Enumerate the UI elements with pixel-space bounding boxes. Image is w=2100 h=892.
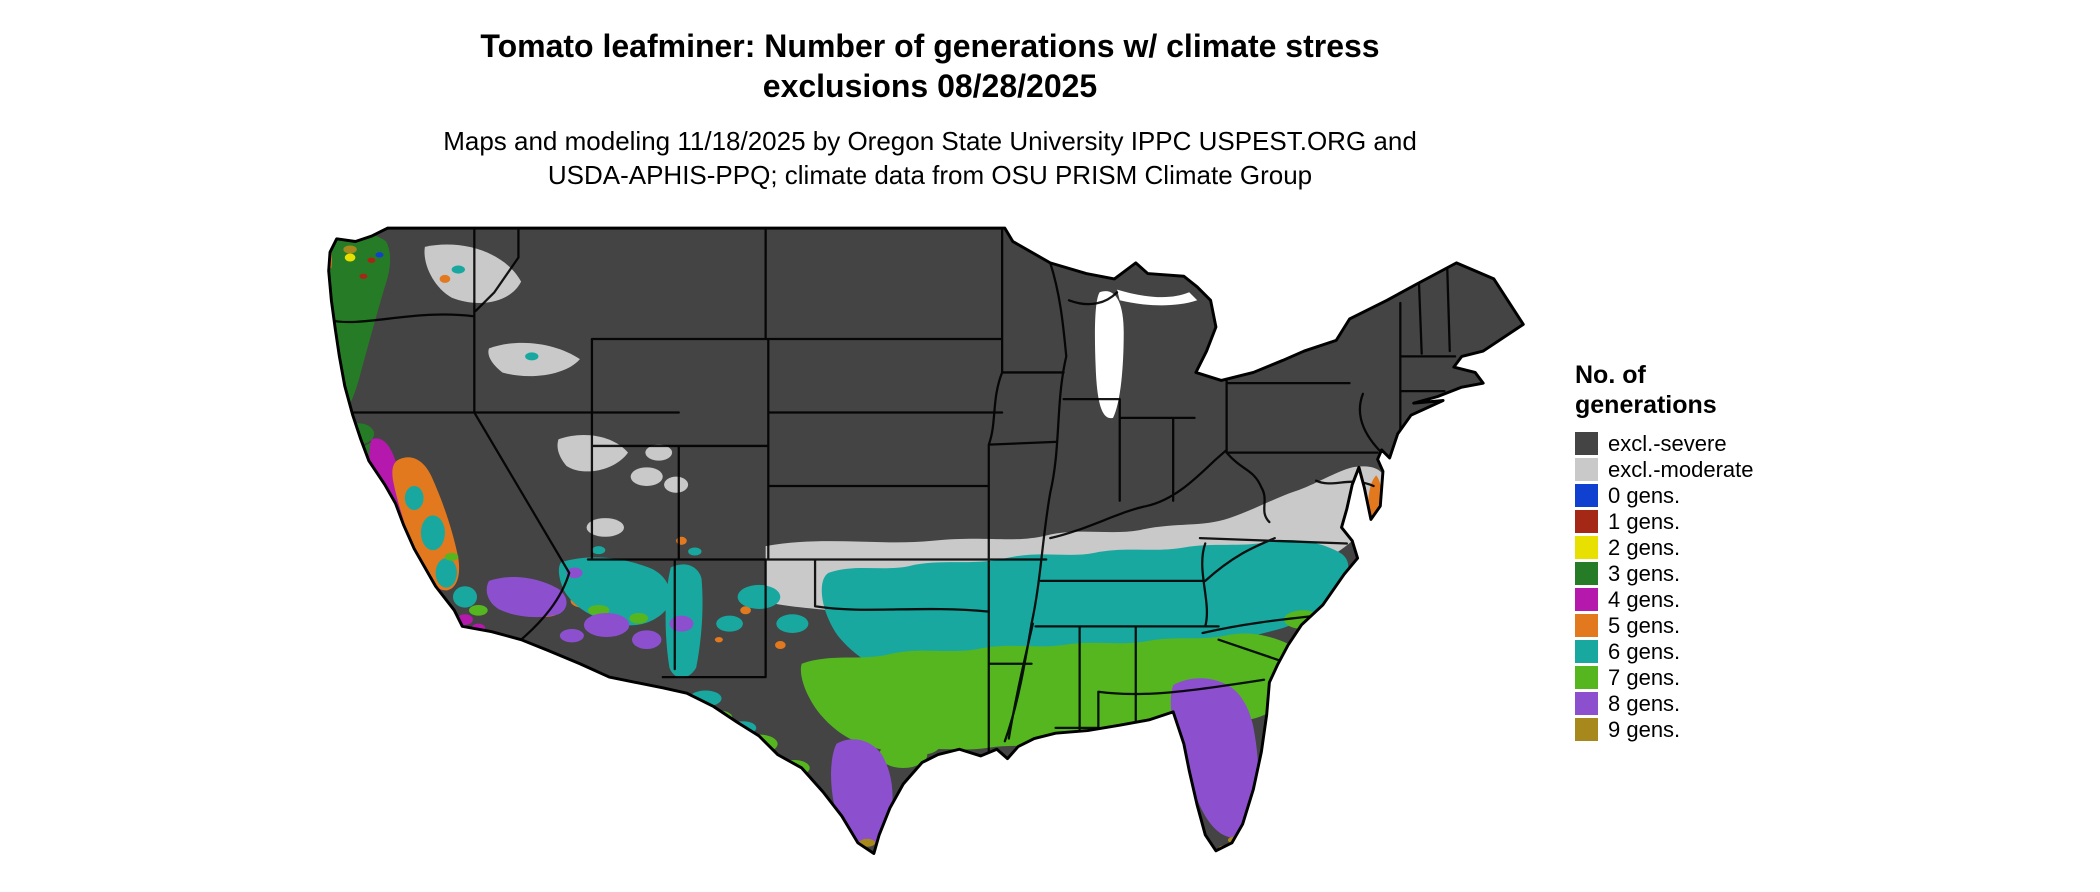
us-map bbox=[318, 222, 1558, 885]
legend-label: 9 gens. bbox=[1608, 716, 1681, 742]
map-credits-line2: USDA-APHIS-PPQ; climate data from OSU PR… bbox=[547, 160, 1313, 190]
legend-item: 7 gens. bbox=[1575, 664, 1875, 690]
legend-label: 4 gens. bbox=[1608, 586, 1681, 612]
legend-title: No. of generations bbox=[1575, 360, 1875, 420]
legend-item: 3 gens. bbox=[1575, 560, 1875, 586]
legend-items: excl.-severe excl.-moderate 0 gens. 1 gens.… bbox=[1575, 430, 1875, 742]
us-outline bbox=[327, 226, 1525, 855]
us-map-svg bbox=[327, 226, 1525, 855]
legend-swatch bbox=[1575, 613, 1598, 637]
map-credits-line1: Maps and modeling 11/18/2025 by Oregon S… bbox=[443, 126, 1417, 156]
legend-item: 0 gens. bbox=[1575, 482, 1875, 508]
legend-item: 4 gens. bbox=[1575, 586, 1875, 612]
map-layer-8gens bbox=[486, 567, 1259, 846]
legend-title-line1: No. of bbox=[1575, 361, 1646, 389]
legend-item: 6 gens. bbox=[1575, 638, 1875, 664]
legend-label: 7 gens. bbox=[1608, 664, 1681, 690]
legend-item: 8 gens. bbox=[1575, 690, 1875, 716]
map-title-line2: exclusions 08/28/2025 bbox=[762, 68, 1098, 104]
legend-swatch bbox=[1575, 639, 1598, 663]
legend-label: 1 gens. bbox=[1608, 508, 1681, 534]
legend-swatch bbox=[1575, 457, 1598, 481]
legend-swatch bbox=[1575, 587, 1598, 611]
legend-swatch bbox=[1575, 535, 1598, 559]
legend-label: 8 gens. bbox=[1608, 690, 1681, 716]
state-borders bbox=[328, 228, 1457, 755]
legend-item: 1 gens. bbox=[1575, 508, 1875, 534]
legend-title-line2: generations bbox=[1575, 391, 1717, 419]
legend-swatch bbox=[1575, 509, 1598, 533]
legend-item: excl.-severe bbox=[1575, 430, 1875, 456]
legend-label: 3 gens. bbox=[1608, 560, 1681, 586]
map-layer-1gens bbox=[359, 257, 376, 279]
legend-swatch bbox=[1575, 717, 1598, 741]
map-title-line1: Tomato leafminer: Number of generations … bbox=[480, 28, 1380, 64]
legend-label: 5 gens. bbox=[1608, 612, 1681, 638]
map-credits: Maps and modeling 11/18/2025 by Oregon S… bbox=[443, 124, 1417, 192]
legend-label: 6 gens. bbox=[1608, 638, 1681, 664]
map-title: Tomato leafminer: Number of generations … bbox=[480, 26, 1379, 106]
legend-label: excl.-moderate bbox=[1608, 456, 1754, 482]
legend-label: 0 gens. bbox=[1608, 482, 1681, 508]
legend-item: 9 gens. bbox=[1575, 716, 1875, 742]
great-lakes bbox=[1094, 289, 1198, 419]
legend-swatch bbox=[1575, 691, 1598, 715]
map-layer-0gens bbox=[375, 252, 384, 258]
legend-label: excl.-severe bbox=[1608, 430, 1727, 456]
legend-swatch bbox=[1575, 483, 1598, 507]
legend-swatch bbox=[1575, 431, 1598, 455]
legend-item: excl.-moderate bbox=[1575, 456, 1875, 482]
legend-item: 5 gens. bbox=[1575, 612, 1875, 638]
legend-item: 2 gens. bbox=[1575, 534, 1875, 560]
legend-swatch bbox=[1575, 561, 1598, 585]
legend-label: 2 gens. bbox=[1608, 534, 1681, 560]
legend-swatch bbox=[1575, 665, 1598, 689]
map-layer-2gens bbox=[344, 253, 356, 262]
legend: No. of generations excl.-severe excl.-mod… bbox=[1575, 360, 1875, 742]
